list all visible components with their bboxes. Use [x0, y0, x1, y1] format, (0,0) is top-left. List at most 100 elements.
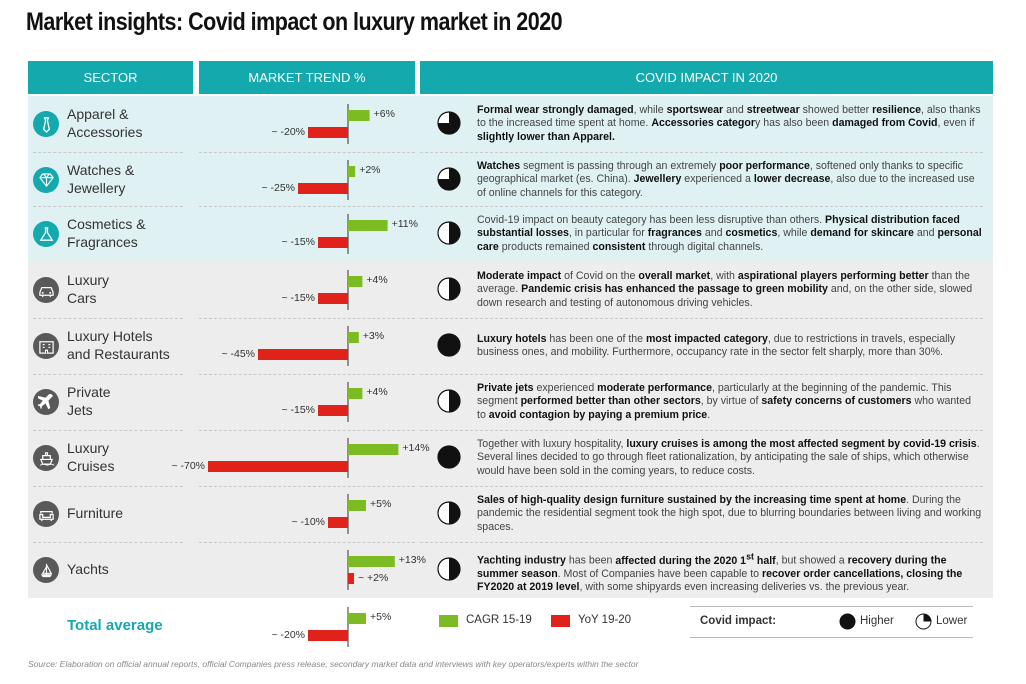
- sector-name: Apparel & Accessories: [67, 106, 192, 141]
- legend-cagr-label: CAGR 15-19: [466, 614, 532, 626]
- cagr-bar: [348, 613, 366, 624]
- cagr-value-label: +11%: [391, 218, 418, 230]
- row-separator: [199, 374, 415, 375]
- row-separator: [420, 430, 983, 431]
- impact-description: Yachting industry has been affected duri…: [477, 551, 963, 594]
- higher-impact-pie: [437, 333, 461, 357]
- yoy-bar: [308, 630, 348, 641]
- sector-name-line1: Luxury Hotels: [67, 328, 153, 344]
- sector-name: Watches & Jewellery: [67, 162, 192, 197]
- total-average-label: Total average: [67, 617, 163, 634]
- sector-name-line2: Cruises: [67, 457, 115, 474]
- legend-yoy-swatch: [551, 615, 570, 627]
- source-note: Source: Elaboration on official annual r…: [28, 659, 639, 669]
- ship-icon: [33, 445, 59, 471]
- cagr-value-label: +14%: [402, 442, 430, 454]
- row-separator: [420, 152, 983, 153]
- sector-name: Luxury Hotels and Restaurants: [67, 328, 192, 363]
- page-title: Market insights: Covid impact on luxury …: [26, 8, 563, 36]
- header-market-trend: MARKET TREND %: [199, 61, 415, 94]
- header-sector: SECTOR: [28, 61, 193, 94]
- impact-description: Moderate impact of Covid on the overall …: [477, 270, 973, 309]
- impact-description: Covid-19 impact on beauty category has b…: [477, 214, 982, 253]
- sector-name: Luxury Cars: [67, 272, 192, 307]
- sector-name: Yachts: [67, 561, 192, 579]
- yoy-value-label: ~ +2%: [358, 572, 389, 584]
- tie-icon: [33, 111, 59, 137]
- sofa-icon: [33, 501, 59, 527]
- yoy-value-label: ~ -15%: [281, 292, 315, 304]
- legend-cagr-swatch: [439, 615, 458, 627]
- yoy-value-label: ~ -20%: [271, 629, 305, 641]
- yoy-value-label: ~ -15%: [281, 404, 315, 416]
- higher-impact-pie: [437, 111, 461, 135]
- impact-legend-higher: Higher: [860, 615, 894, 627]
- row-separator: [420, 542, 983, 543]
- sector-name-line1: Cosmetics &: [67, 216, 146, 232]
- sector-name-line1: Furniture: [67, 505, 124, 521]
- sector-name-line2: Fragrances: [67, 233, 138, 250]
- sector-name-line2: Jewellery: [67, 179, 126, 196]
- row-separator: [33, 318, 183, 319]
- impact-description: Watches segment is passing through an ex…: [477, 160, 975, 199]
- sector-name-line2: Jets: [67, 401, 93, 418]
- sector-name-line1: Yachts: [67, 561, 109, 577]
- airplane-icon: [33, 389, 59, 415]
- impact-legend-title: Covid impact:: [700, 615, 777, 627]
- yoy-value-label: ~ -15%: [281, 236, 315, 248]
- impact-description: Formal wear strongly damaged, while spor…: [477, 104, 981, 143]
- hotel-icon: [33, 333, 59, 359]
- sector-name-line2: Accessories: [67, 123, 143, 140]
- row-separator: [33, 486, 183, 487]
- yoy-value-label: ~ -10%: [291, 516, 325, 528]
- cagr-value-label: +5%: [370, 498, 392, 510]
- cagr-value-label: +13%: [398, 554, 426, 566]
- lower-impact-pie: [437, 277, 461, 301]
- row-separator: [420, 374, 983, 375]
- row-separator: [33, 542, 183, 543]
- cagr-value-label: +4%: [366, 274, 388, 286]
- row-separator: [33, 430, 183, 431]
- row-separator: [33, 206, 183, 207]
- row-separator: [420, 206, 983, 207]
- row-separator: [199, 486, 415, 487]
- cagr-value-label: +2%: [359, 164, 381, 176]
- band-personal-goods: [28, 96, 993, 262]
- sailboat-icon: [33, 557, 59, 583]
- sector-name-line1: Luxury: [67, 440, 110, 456]
- impact-description: Private jets experienced moderate perfor…: [477, 382, 971, 421]
- sector-name: Luxury Cruises: [67, 440, 192, 475]
- yoy-value-label: ~ -25%: [261, 182, 295, 194]
- row-separator: [199, 206, 415, 207]
- lower-impact-pie: [437, 221, 461, 245]
- cagr-value-label: +6%: [373, 108, 395, 120]
- lower-impact-icon: [915, 613, 932, 630]
- covid-impact-legend: Covid impact: Higher Lower: [690, 606, 973, 638]
- sector-name-line2: Cars: [67, 289, 97, 306]
- row-separator: [199, 152, 415, 153]
- sector-name-line1: Private: [67, 384, 111, 400]
- row-separator: [420, 318, 983, 319]
- cagr-value-label: +4%: [366, 386, 388, 398]
- row-separator: [33, 374, 183, 375]
- sector-name-line1: Apparel &: [67, 106, 129, 122]
- sector-name: Private Jets: [67, 384, 192, 419]
- lower-impact-pie: [437, 557, 461, 581]
- legend-yoy-label: YoY 19-20: [578, 614, 632, 626]
- impact-legend-lower: Lower: [936, 615, 968, 627]
- impact-description: Sales of high-quality design furniture s…: [477, 494, 982, 533]
- diamond-icon: [33, 167, 59, 193]
- row-separator: [199, 318, 415, 319]
- yoy-value-label: ~ -45%: [221, 348, 255, 360]
- row-separator: [33, 152, 183, 153]
- impact-description: Together with luxury hospitality, luxury…: [477, 438, 980, 477]
- higher-impact-pie: [437, 167, 461, 191]
- sector-name: Cosmetics & Fragrances: [67, 216, 192, 251]
- row-separator: [199, 542, 415, 543]
- header-covid-impact: COVID IMPACT IN 2020: [420, 61, 993, 94]
- flask-icon: [33, 221, 59, 247]
- lower-impact-pie: [437, 389, 461, 413]
- sector-name: Furniture: [67, 505, 192, 523]
- yoy-value-label: ~ -70%: [171, 460, 205, 472]
- impact-description: Luxury hotels has been one of the most i…: [477, 332, 956, 358]
